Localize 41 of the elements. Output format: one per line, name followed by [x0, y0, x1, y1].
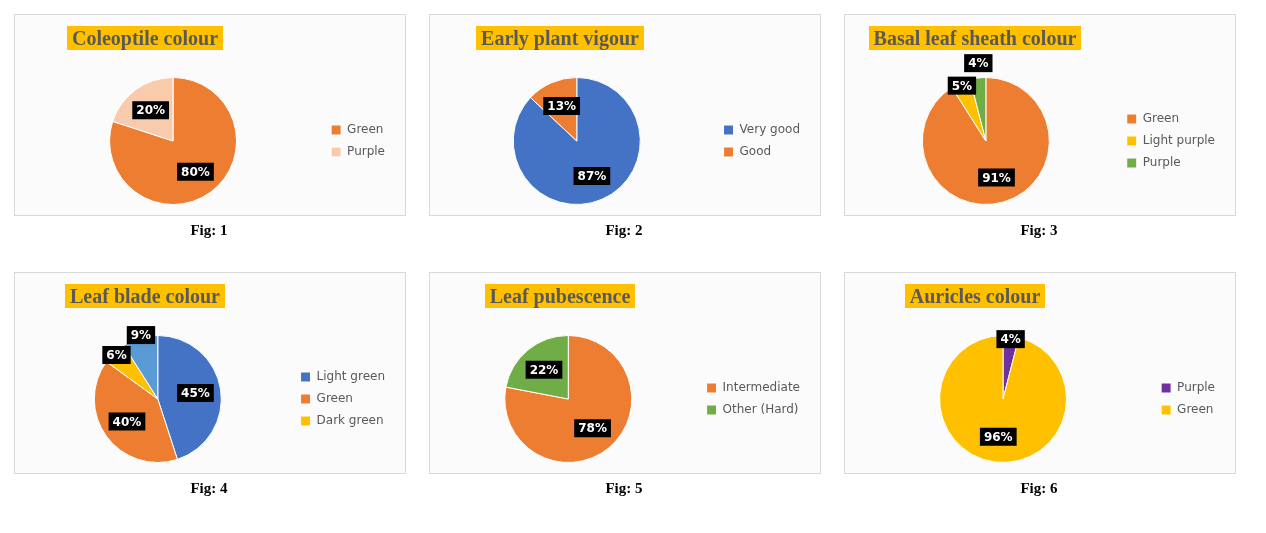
text: Fig: 2	[604, 222, 644, 239]
legend-label: Light green	[316, 369, 385, 384]
chart-title: Leaf pubescence	[484, 284, 636, 308]
legend-label: Purple	[1177, 380, 1216, 395]
text: Fig: 3	[1019, 222, 1059, 239]
data-label: 13%	[547, 99, 577, 114]
data-label: 20%	[136, 103, 166, 118]
legend-label: Other (Hard)	[722, 402, 799, 417]
data-label: 96%	[983, 429, 1013, 444]
data-label: 9%	[130, 328, 152, 343]
chart-title: Coleoptile colour	[66, 26, 224, 50]
legend-label: Green	[1177, 402, 1214, 417]
data-label: 4%	[968, 56, 989, 71]
chart-title: Leaf blade colour	[65, 284, 225, 308]
text: Fig: 1	[189, 222, 229, 239]
legend-label: Good	[739, 144, 772, 159]
legend-label: Green	[316, 391, 353, 406]
data-label: 22%	[529, 362, 559, 377]
legend-label: Purple	[1142, 155, 1181, 170]
legend-label: Dark green	[316, 413, 384, 428]
text: Fig: 6	[1019, 480, 1059, 497]
chart-title: Basal leaf sheath colour	[868, 26, 1082, 50]
legend-label: Purple	[347, 144, 386, 159]
data-label: 87%	[577, 169, 607, 184]
legend-label: Very good	[739, 122, 801, 137]
data-label: 40%	[112, 414, 142, 429]
legend-label: Green	[347, 122, 384, 137]
data-label: 5%	[951, 78, 973, 93]
data-label: 80%	[181, 164, 210, 179]
data-label: 45%	[181, 386, 210, 401]
text: Fig: 4	[189, 480, 229, 497]
chart-title: Auricles colour	[904, 284, 1046, 308]
legend-label: Green	[1142, 111, 1180, 126]
data-label: 4%	[1000, 332, 1021, 347]
text: Fig: 5	[604, 480, 644, 497]
legend-label: Light purple	[1142, 133, 1216, 148]
data-label: 78%	[578, 421, 607, 436]
chart-title: Early plant vigour	[476, 26, 644, 50]
legend-label: Intermediate	[722, 380, 800, 395]
data-label: 91%	[982, 170, 1011, 185]
data-label: 6%	[106, 348, 127, 363]
